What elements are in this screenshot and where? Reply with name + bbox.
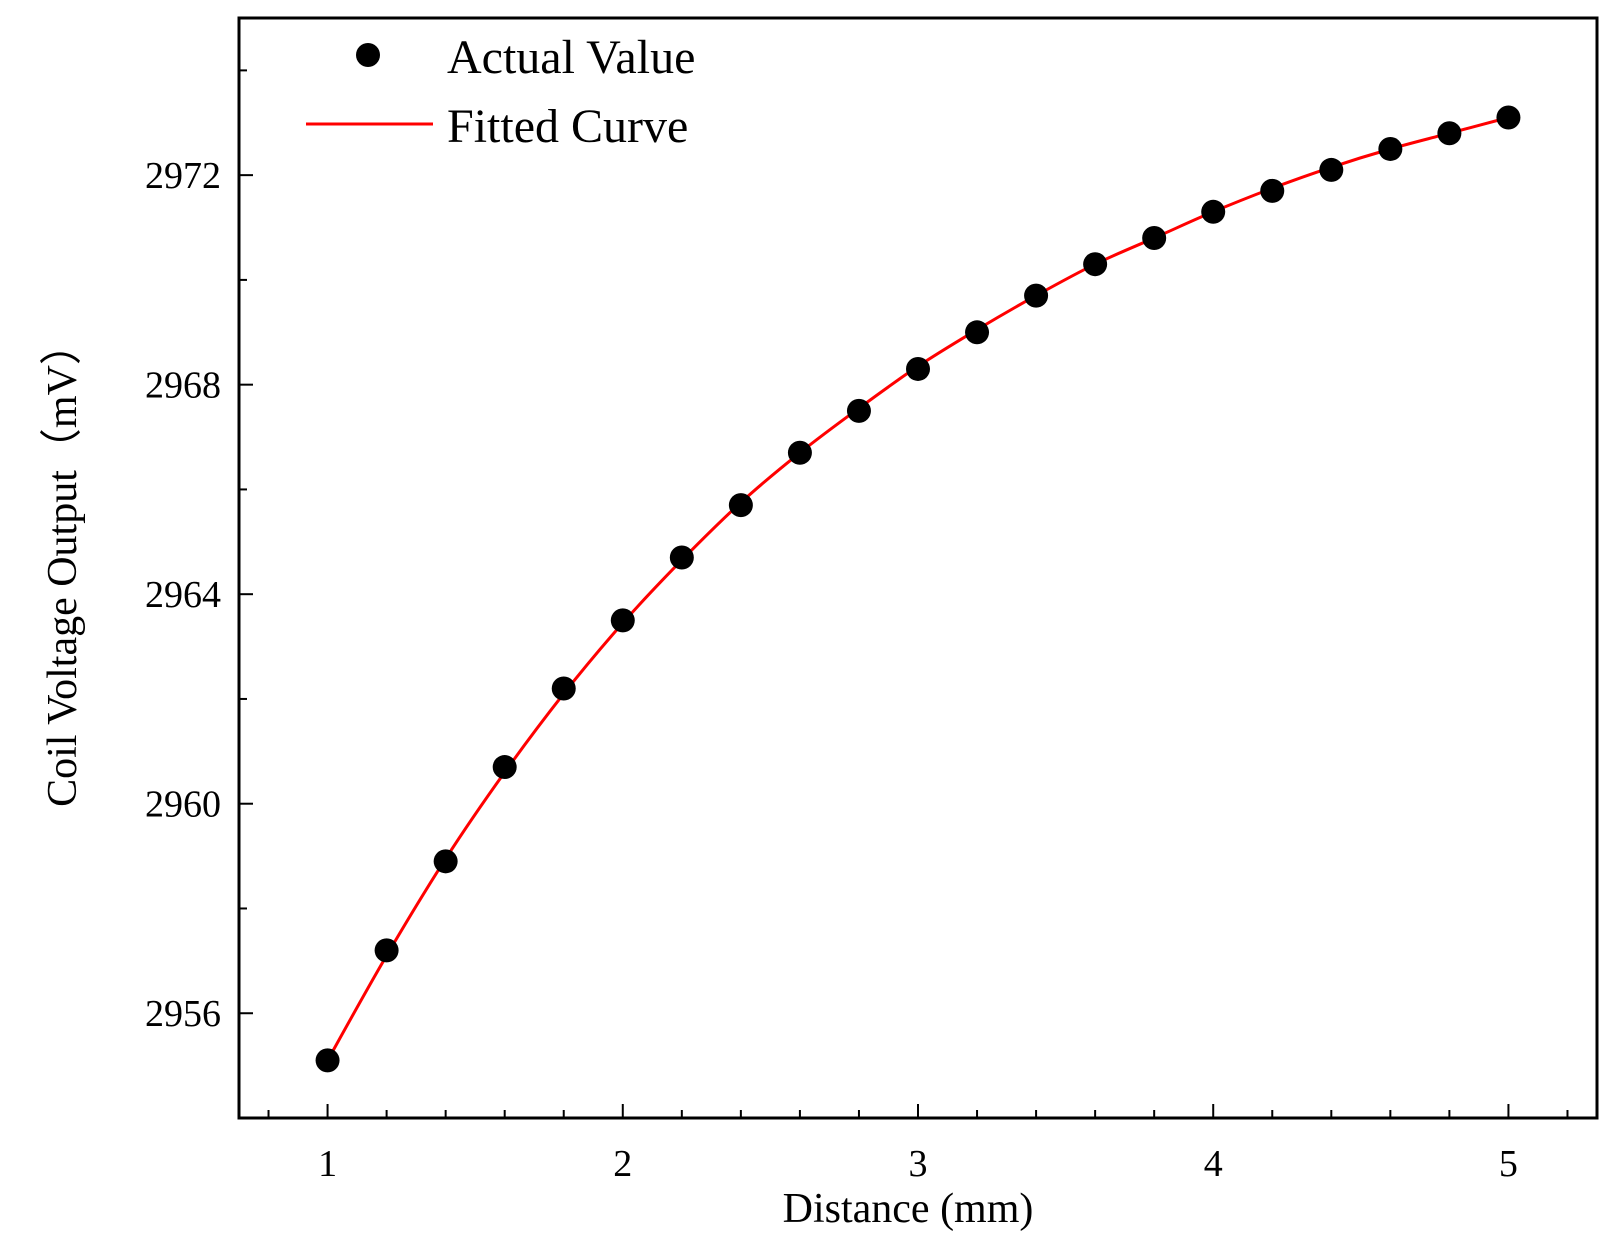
actual-value-point — [965, 320, 990, 345]
actual-value-point — [728, 493, 753, 518]
actual-value-point — [846, 398, 871, 423]
actual-value-point — [906, 356, 930, 381]
actual-value-point — [669, 545, 694, 570]
actual-value-point — [551, 676, 576, 701]
fitted-curve-line — [326, 116, 1509, 1062]
actual-value-point — [1378, 136, 1403, 161]
actual-value-point — [374, 938, 399, 963]
x-tick-label: 3 — [909, 1143, 928, 1185]
y-tick-label: 2968 — [145, 365, 221, 407]
y-axis: 2956 2960 2964 2968 2972 — [145, 69, 253, 1119]
y-tick-label: 2956 — [145, 993, 221, 1035]
actual-value-point — [492, 755, 517, 780]
x-tick-label: 1 — [318, 1143, 337, 1185]
legend-actual-marker — [356, 43, 380, 67]
x-axis-title: Distance (mm) — [783, 1186, 1034, 1232]
actual-value-point — [1142, 226, 1167, 250]
y-axis-title: Coil Voltage Output（mV） — [40, 323, 86, 807]
actual-value-points — [315, 105, 1521, 1073]
x-tick-label: 4 — [1204, 1143, 1223, 1185]
actual-value-point — [1319, 157, 1344, 182]
plot-frame — [237, 16, 1599, 1120]
x-tick-label: 2 — [613, 1143, 632, 1185]
actual-value-point — [433, 849, 458, 874]
actual-value-point — [1024, 283, 1049, 308]
actual-value-point — [1083, 252, 1108, 277]
actual-value-point — [1201, 199, 1226, 224]
actual-value-point — [787, 440, 812, 465]
x-tick-label: 5 — [1499, 1143, 1518, 1185]
actual-value-point — [1496, 105, 1521, 130]
legend-fitted-label: Fitted Curve — [447, 100, 688, 153]
y-tick-label: 2964 — [145, 574, 221, 616]
actual-value-point — [1437, 121, 1462, 146]
actual-value-point — [1260, 178, 1285, 203]
x-axis: 1 2 3 4 5 — [267, 1104, 1569, 1185]
actual-value-point — [315, 1048, 340, 1073]
y-tick-label: 2960 — [145, 784, 221, 826]
y-tick-label: 2972 — [145, 155, 221, 197]
legend-actual-label: Actual Value — [447, 31, 695, 84]
actual-value-point — [610, 608, 635, 633]
legend: Actual Value Fitted Curve — [306, 31, 695, 153]
